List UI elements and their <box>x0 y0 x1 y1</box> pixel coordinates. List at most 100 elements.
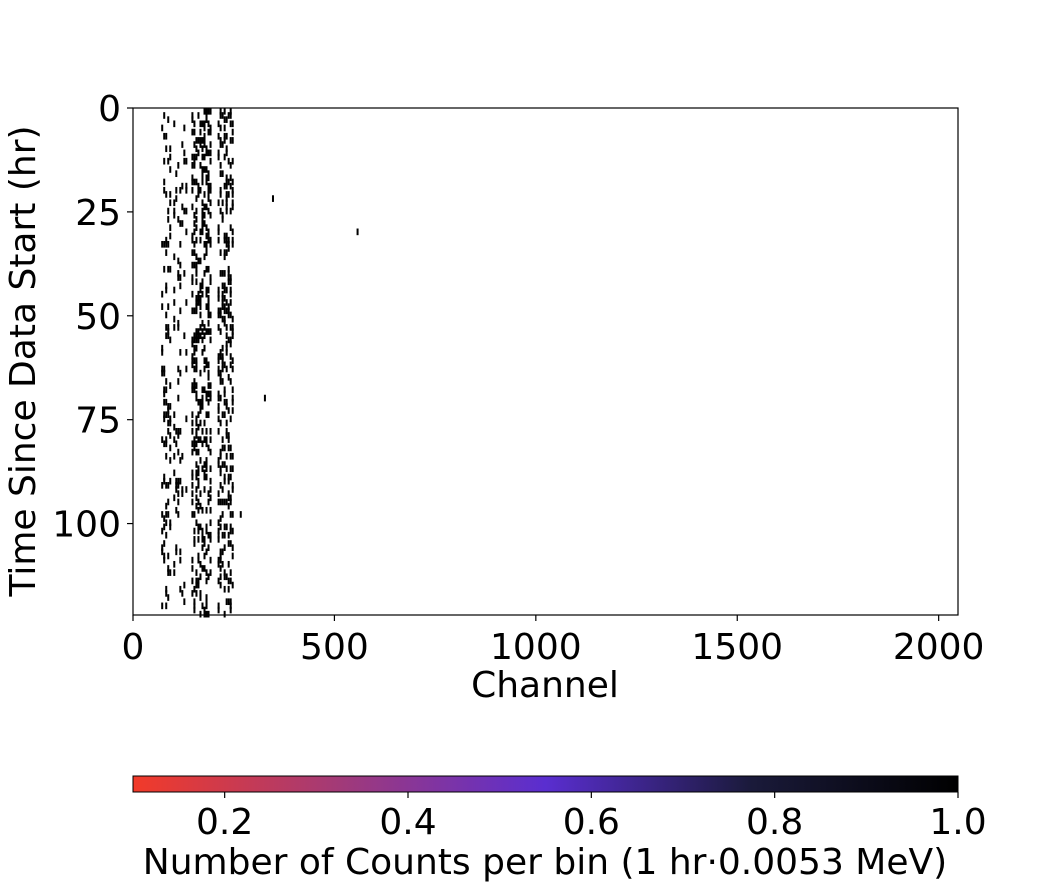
count-cell <box>219 186 222 194</box>
count-cell <box>193 511 196 518</box>
count-cell <box>193 382 196 389</box>
count-cell <box>217 236 220 244</box>
count-cell <box>161 303 164 310</box>
count-cell <box>227 502 230 510</box>
count-cell <box>217 290 220 298</box>
count-cell <box>201 282 204 290</box>
count-cell <box>209 531 212 539</box>
count-cell <box>195 590 198 597</box>
count-cell <box>219 307 222 315</box>
count-cell <box>223 153 226 161</box>
count-cell <box>191 419 194 427</box>
count-cell <box>217 120 220 128</box>
count-cell <box>231 236 234 244</box>
count-cell <box>205 457 208 464</box>
count-cell <box>207 610 210 618</box>
count-cell <box>199 610 202 618</box>
count-cell <box>221 303 224 310</box>
count-cell <box>207 207 210 215</box>
count-cell <box>207 544 210 551</box>
count-cell <box>209 157 212 165</box>
count-cell <box>201 278 204 286</box>
count-cell <box>209 149 212 157</box>
count-cell <box>217 228 220 236</box>
count-cell <box>219 162 222 169</box>
count-cell <box>225 452 228 460</box>
count-cell <box>201 386 204 394</box>
count-cell <box>209 141 212 148</box>
count-cell <box>231 128 234 136</box>
count-cell <box>227 265 230 273</box>
count-cell <box>221 378 224 385</box>
count-cell <box>219 112 222 119</box>
count-cell <box>165 398 168 406</box>
count-cell <box>197 411 200 419</box>
count-cell <box>191 361 194 369</box>
count-cell <box>217 353 220 360</box>
count-cell <box>223 573 226 581</box>
count-cell <box>163 523 166 531</box>
count-cell <box>223 411 226 419</box>
count-cell <box>199 457 202 464</box>
count-cell <box>191 511 194 518</box>
count-cell <box>229 511 232 518</box>
count-cell <box>201 220 204 227</box>
count-cell <box>227 373 230 381</box>
colorbar-tick-label: 0.8 <box>746 802 803 843</box>
count-cell <box>193 120 196 128</box>
count-cell <box>175 506 178 514</box>
count-cell <box>223 124 226 132</box>
count-cell <box>167 207 170 215</box>
count-cell <box>201 602 204 610</box>
count-cell <box>227 477 230 485</box>
count-cell <box>193 585 196 593</box>
count-cell <box>209 311 212 319</box>
count-cell <box>183 581 186 589</box>
count-cell <box>193 128 196 136</box>
count-cell <box>195 357 198 364</box>
count-cell <box>229 137 232 144</box>
count-cell <box>217 390 220 398</box>
count-cell <box>217 149 220 157</box>
count-cell <box>195 469 198 477</box>
count-cell <box>219 249 222 256</box>
count-cell <box>223 531 226 539</box>
count-cell <box>195 448 198 456</box>
count-cell <box>205 286 208 294</box>
count-cell <box>221 411 224 419</box>
count-cell <box>197 137 200 144</box>
count-cell <box>231 240 234 248</box>
count-cell <box>199 120 202 128</box>
count-cell <box>173 120 176 128</box>
count-cell <box>229 120 232 128</box>
count-cell <box>227 311 230 319</box>
count-cell <box>201 465 204 473</box>
count-cell <box>167 407 170 414</box>
count-cell <box>167 240 170 248</box>
count-cell <box>199 162 202 169</box>
count-cell <box>221 282 224 290</box>
count-cell <box>173 560 176 568</box>
count-cell <box>231 120 234 128</box>
count-cell <box>197 477 200 485</box>
count-cell <box>165 311 168 319</box>
count-cell <box>229 162 232 169</box>
count-cell <box>177 324 180 331</box>
count-cell <box>195 261 198 269</box>
count-cell <box>165 378 168 385</box>
count-cell <box>183 270 186 277</box>
count-cell <box>197 448 200 456</box>
count-cell <box>225 365 228 373</box>
count-cell <box>167 482 170 489</box>
count-cell <box>177 365 180 373</box>
count-cell <box>207 573 210 581</box>
count-cell <box>203 606 206 614</box>
count-cell <box>203 565 206 572</box>
count-cell <box>195 569 198 576</box>
count-cell <box>205 506 208 514</box>
count-cell <box>203 132 206 140</box>
count-cell <box>205 390 208 398</box>
count-cell <box>227 490 230 497</box>
count-cell <box>201 398 204 406</box>
count-cell <box>205 249 208 256</box>
